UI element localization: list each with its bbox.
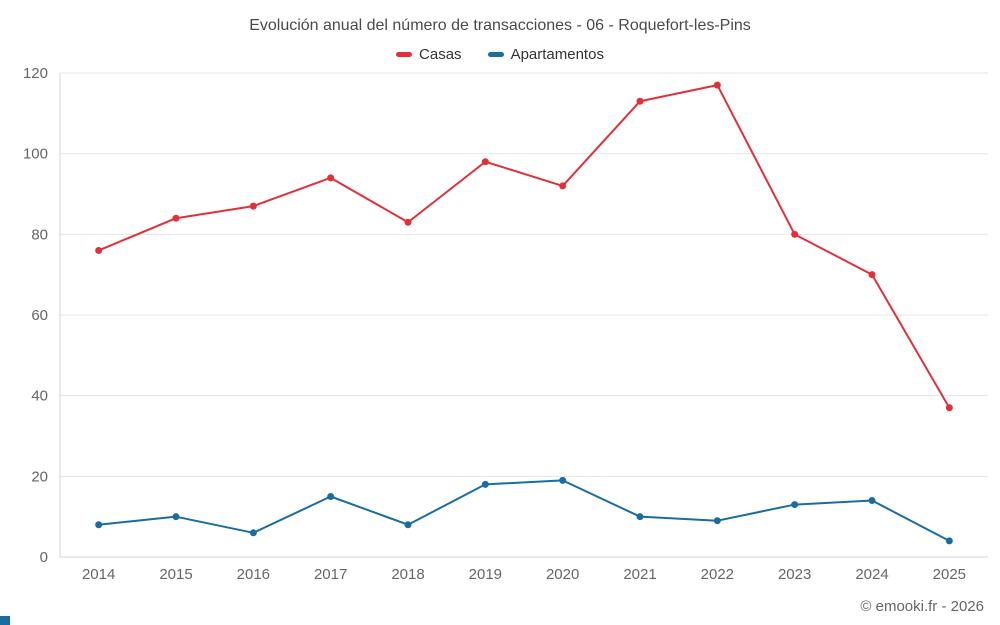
svg-text:2015: 2015 <box>159 566 192 583</box>
svg-text:40: 40 <box>31 388 48 405</box>
svg-text:2016: 2016 <box>237 566 270 583</box>
svg-text:2018: 2018 <box>391 566 424 583</box>
attribution: © emooki.fr - 2026 <box>860 598 984 615</box>
svg-text:2021: 2021 <box>623 566 656 583</box>
legend-label-apartamentos: Apartamentos <box>510 46 604 63</box>
svg-text:2024: 2024 <box>855 566 888 583</box>
svg-text:60: 60 <box>31 307 48 324</box>
svg-text:20: 20 <box>31 468 48 485</box>
svg-text:0: 0 <box>40 549 48 566</box>
svg-text:2019: 2019 <box>469 566 502 583</box>
svg-text:120: 120 <box>23 65 48 82</box>
legend: Casas Apartamentos <box>0 46 1000 63</box>
svg-text:2014: 2014 <box>82 566 115 583</box>
chart-title: Evolución anual del número de transaccio… <box>249 17 751 34</box>
svg-text:2020: 2020 <box>546 566 579 583</box>
svg-text:80: 80 <box>31 226 48 243</box>
legend-marker-apartamentos-icon <box>487 52 504 57</box>
svg-text:2025: 2025 <box>933 566 966 583</box>
svg-text:100: 100 <box>23 146 48 163</box>
corner-accent <box>0 616 10 625</box>
svg-text:2023: 2023 <box>778 566 811 583</box>
svg-text:2022: 2022 <box>701 566 734 583</box>
legend-item-apartamentos[interactable]: Apartamentos <box>487 46 604 63</box>
legend-marker-casas-icon <box>396 52 413 57</box>
svg-text:2017: 2017 <box>314 566 347 583</box>
legend-item-casas[interactable]: Casas <box>396 46 462 63</box>
legend-label-casas: Casas <box>419 46 462 63</box>
